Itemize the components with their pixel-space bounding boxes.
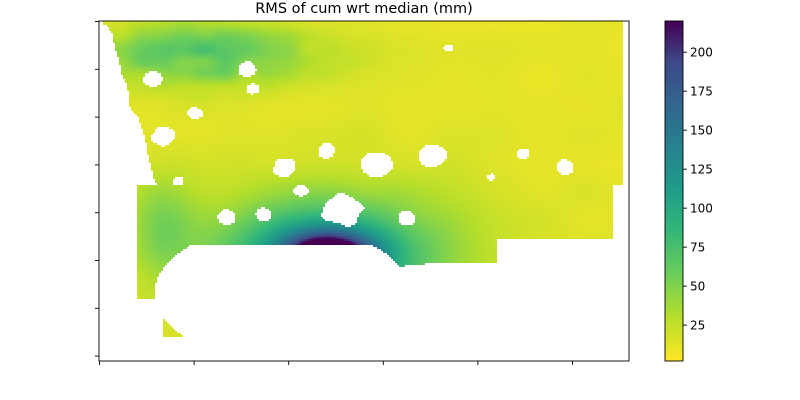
colorbar-tick-label: 25 — [690, 319, 705, 333]
colorbar-tick-label: 150 — [690, 124, 713, 138]
colorbar-tick-label: 50 — [690, 280, 705, 294]
colorbar-gradient — [665, 21, 683, 361]
colorbar-tick-label: 175 — [690, 85, 713, 99]
y-axis — [95, 21, 99, 357]
plot-frame — [98, 20, 630, 362]
colorbar-frame — [664, 20, 684, 362]
plot-area — [98, 20, 630, 362]
colorbar-tick-label: 125 — [690, 163, 713, 177]
x-axis — [99, 361, 573, 365]
colorbar-tick-label: 100 — [690, 202, 713, 216]
heatmap-image — [99, 21, 629, 361]
colorbar-ticks: 25 50 75 100 125 150 175 200 — [683, 46, 713, 333]
chart-title: RMS of cum wrt median (mm) — [255, 1, 473, 17]
colorbar-tick-label: 200 — [690, 46, 713, 60]
colorbar-tick-label: 75 — [690, 241, 705, 255]
colorbar: 25 50 75 100 125 150 175 200 — [664, 20, 713, 362]
